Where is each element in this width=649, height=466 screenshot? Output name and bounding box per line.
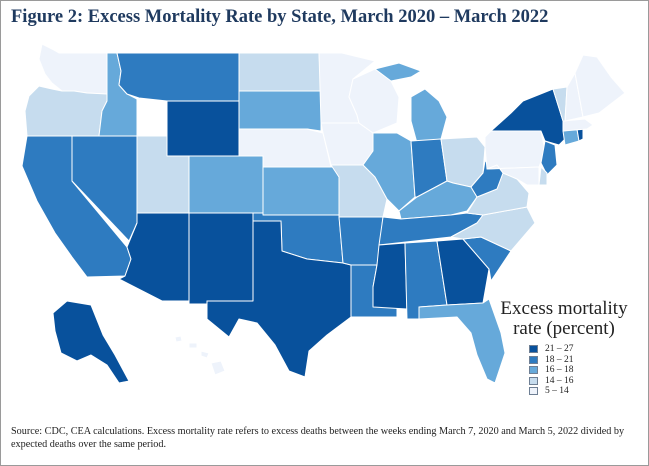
legend-item: 14 – 16 xyxy=(529,376,639,387)
state-ME xyxy=(574,54,626,118)
state-NM xyxy=(188,212,254,305)
state-NC xyxy=(450,206,536,252)
map-legend: Excess mortality rate (percent) 21 – 27 1… xyxy=(489,299,639,397)
state-WA xyxy=(38,43,108,95)
state-OR xyxy=(24,85,108,137)
state-HI-4 xyxy=(210,360,226,376)
state-MI xyxy=(374,62,422,82)
legend-label: 16 – 18 xyxy=(545,365,574,376)
state-IL xyxy=(362,132,416,212)
state-HI-1 xyxy=(174,335,183,343)
state-HI-3 xyxy=(200,350,210,359)
legend-item: 5 – 14 xyxy=(529,386,639,397)
legend-label: 5 – 14 xyxy=(545,386,569,397)
state-KS xyxy=(262,166,340,216)
legend-swatch xyxy=(529,345,538,354)
state-MS xyxy=(372,242,408,310)
state-NJ xyxy=(540,140,558,176)
state-SD xyxy=(238,90,322,132)
legend-item: 16 – 18 xyxy=(529,365,639,376)
legend-swatch xyxy=(529,355,538,364)
state-MD xyxy=(486,164,540,186)
state-FL xyxy=(418,298,506,384)
legend-item: 21 – 27 xyxy=(529,344,639,355)
state-MA xyxy=(562,118,594,132)
choropleth-map xyxy=(7,35,643,393)
legend-title: Excess mortality rate (percent) xyxy=(500,298,628,339)
state-WY xyxy=(166,100,240,157)
state-CT xyxy=(562,128,580,146)
state-CO xyxy=(188,155,264,214)
source-note: Source: CDC, CEA calculations. Excess mo… xyxy=(11,426,625,450)
state-ND xyxy=(238,52,322,92)
state-AK xyxy=(52,300,130,384)
legend-swatch xyxy=(529,376,538,385)
figure-title: Figure 2: Excess Mortality Rate by State… xyxy=(11,7,549,27)
legend-label: 14 – 16 xyxy=(545,375,574,386)
legend-label: 18 – 21 xyxy=(545,354,574,365)
state-HI-2 xyxy=(188,342,198,349)
legend-label: 21 – 27 xyxy=(545,344,574,355)
legend-swatch xyxy=(529,387,538,396)
state-AR xyxy=(338,216,384,266)
state-TX xyxy=(206,220,352,378)
state-MT xyxy=(116,52,240,102)
state-DE xyxy=(538,166,548,186)
legend-item: 18 – 21 xyxy=(529,355,639,366)
us-states-map xyxy=(21,43,626,384)
state-GA xyxy=(436,238,490,306)
state-MI-lower xyxy=(410,88,448,144)
legend-swatch xyxy=(529,366,538,375)
legend-items: 21 – 27 18 – 21 16 – 18 14 – 16 5 – 14 xyxy=(489,344,639,397)
state-PA xyxy=(484,130,546,170)
